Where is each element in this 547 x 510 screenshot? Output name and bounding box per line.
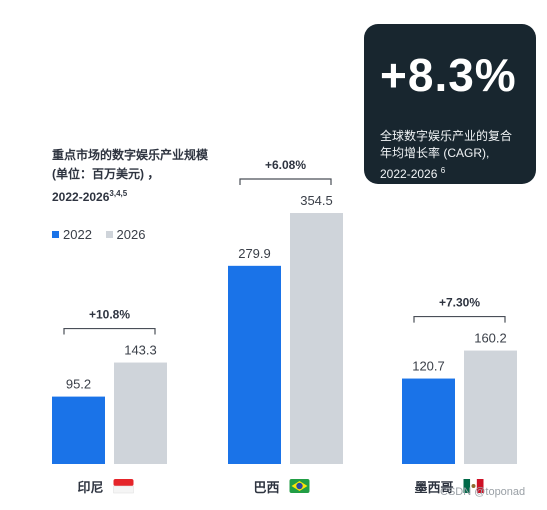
growth-label-0: +10.8% [89, 308, 130, 322]
value-label-2022-0: 95.2 [66, 377, 91, 392]
chart-title: 重点市场的数字娱乐产业规模 (单位：百万美元) ， 2022-20263,4,5 [52, 146, 292, 207]
cagr-desc-line3: 2022-2026 6 [380, 162, 530, 183]
legend-swatch-2022 [52, 231, 59, 238]
value-label-2026-2: 160.2 [474, 331, 507, 346]
value-label-2026-0: 143.3 [124, 343, 157, 358]
growth-bracket-0 [63, 327, 156, 335]
category-label-1: 巴西 [253, 480, 279, 495]
cagr-desc-line2: 年均增长率 (CAGR), [380, 146, 490, 160]
bar-2026-0 [114, 362, 167, 464]
mexico-flag-icon [463, 479, 484, 493]
chart-legend: 2022 2026 [52, 226, 155, 242]
growth-label-2: +7.30% [439, 296, 480, 310]
chart-title-years: 2022-2026 [52, 190, 110, 204]
cagr-value: +8.3% [380, 49, 517, 101]
bar-2022-1 [228, 265, 281, 464]
growth-bracket-2 [413, 315, 506, 323]
category-label-2: 墨西哥 [414, 480, 453, 495]
cagr-description: 全球数字娱乐产业的复合 年均增长率 (CAGR), 2022-2026 6 [380, 128, 530, 183]
bar-2022-2 [402, 378, 455, 464]
legend-swatch-2026 [105, 231, 113, 238]
cagr-callout: +8.3% 全球数字娱乐产业的复合 年均增长率 (CAGR), 2022-202… [364, 24, 536, 184]
legend-label-2022: 2022 [63, 227, 92, 242]
brazil-flag-icon [289, 479, 310, 493]
legend-item-2022: 2022 [52, 227, 92, 242]
bar-2026-1 [290, 213, 343, 464]
value-label-2026-1: 354.5 [300, 193, 333, 208]
bar-2026-2 [464, 350, 517, 464]
legend-label-2026: 2026 [116, 227, 146, 242]
chart-title-footnote: 3,4,5 [109, 189, 128, 198]
legend-item-2026: 2026 [105, 227, 146, 242]
watermark: CSDN @toponad [440, 486, 526, 498]
bar-2022-0 [52, 396, 105, 464]
value-label-2022-1: 279.9 [238, 246, 271, 261]
chart-title-line1: 重点市场的数字娱乐产业规模 [52, 148, 209, 162]
growth-bracket-1 [239, 178, 332, 186]
indonesia-flag-icon [113, 479, 134, 494]
growth-label-1: +6.08% [265, 158, 306, 172]
value-label-2022-2: 120.7 [412, 359, 445, 374]
chart-title-line3: 2022-20263,4,5 [52, 184, 292, 207]
cagr-footnote: 6 [440, 166, 446, 175]
cagr-years: 2022-2026 [380, 167, 438, 181]
cagr-desc-line1: 全球数字娱乐产业的复合 [380, 129, 513, 143]
chart-title-line2: (单位：百万美元) ， [52, 167, 160, 181]
category-label-0: 印尼 [77, 480, 103, 495]
